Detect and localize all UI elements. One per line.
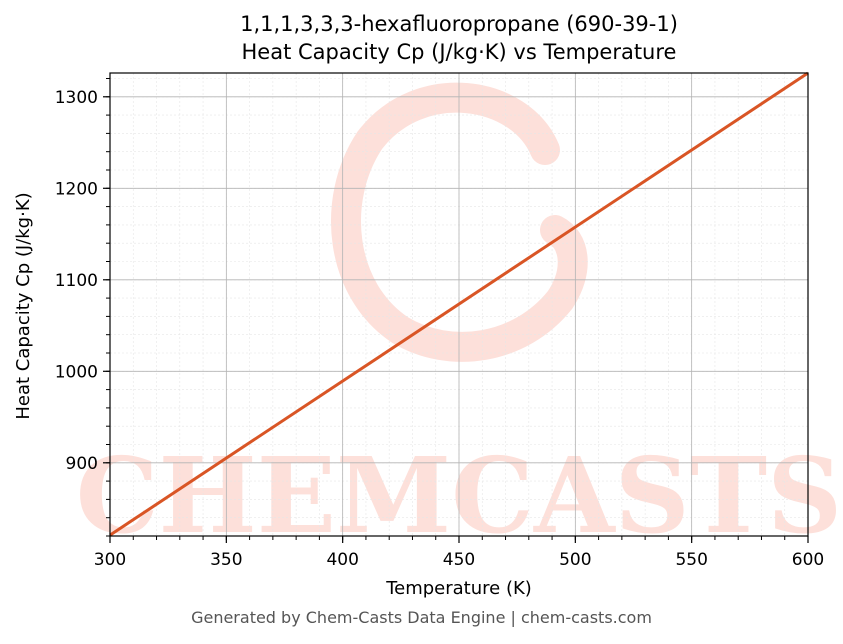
series-group	[109, 71, 809, 537]
chart-title-line1: 1,1,1,3,3,3-hexafluoropropane (690-39-1)	[240, 12, 678, 36]
x-tick-label: 350	[210, 550, 242, 570]
watermark-swirl	[331, 82, 588, 362]
x-tick-label: 450	[443, 550, 475, 570]
x-axis-label: Temperature (K)	[385, 578, 532, 599]
series-line	[109, 71, 809, 537]
x-tick-label: 300	[94, 550, 126, 570]
x-tick-label: 500	[559, 550, 591, 570]
footer-credit: Generated by Chem-Casts Data Engine | ch…	[191, 608, 652, 627]
y-tick-label: 1200	[55, 179, 98, 199]
x-tick-label: 400	[326, 550, 358, 570]
x-tick-label: 600	[792, 550, 824, 570]
ticks-group: 300 350 400 450 500 550 600 900 1000 1100 1200 1300	[55, 77, 824, 570]
y-tick-label: 1100	[55, 271, 98, 291]
y-axis-label: Heat Capacity Cp (J/kg·K)	[13, 192, 34, 419]
y-tick-label: 900	[66, 454, 98, 474]
x-tick-label: 550	[675, 550, 707, 570]
y-tick-label: 1300	[55, 88, 98, 108]
y-tick-label: 1000	[55, 362, 98, 382]
chart-title-line2: Heat Capacity Cp (J/kg·K) vs Temperature	[241, 40, 677, 64]
